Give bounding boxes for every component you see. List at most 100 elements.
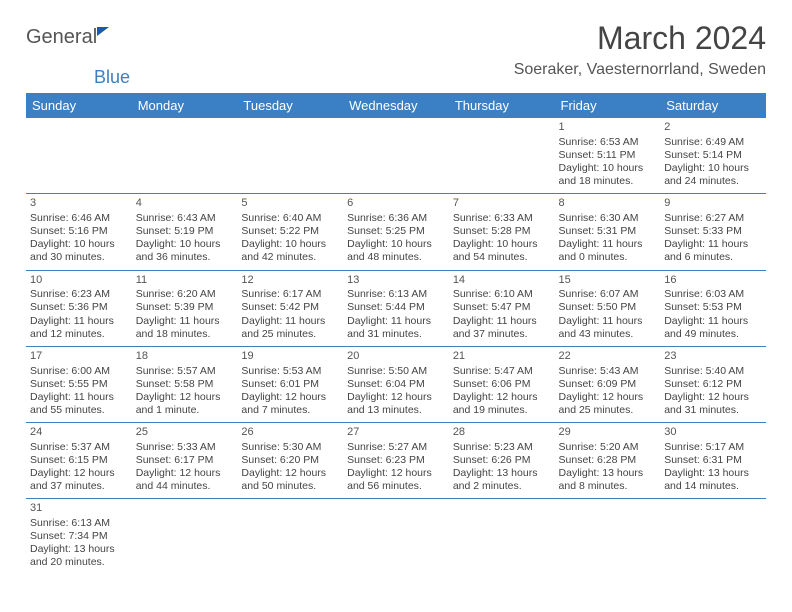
sunrise-line: Sunrise: 6:27 AM bbox=[664, 212, 762, 225]
sunrise-line: Sunrise: 5:17 AM bbox=[664, 441, 762, 454]
calendar-cell bbox=[555, 499, 661, 575]
sunrise-line: Sunrise: 5:43 AM bbox=[559, 365, 657, 378]
sunrise-line: Sunrise: 6:17 AM bbox=[241, 288, 339, 301]
sunset-line: Sunset: 6:15 PM bbox=[30, 454, 128, 467]
day-number: 12 bbox=[241, 274, 339, 288]
sunset-line: Sunset: 5:28 PM bbox=[453, 225, 551, 238]
calendar-cell: 2Sunrise: 6:49 AMSunset: 5:14 PMDaylight… bbox=[660, 118, 766, 194]
calendar-cell: 22Sunrise: 5:43 AMSunset: 6:09 PMDayligh… bbox=[555, 346, 661, 422]
sunrise-line: Sunrise: 5:53 AM bbox=[241, 365, 339, 378]
calendar-cell: 13Sunrise: 6:13 AMSunset: 5:44 PMDayligh… bbox=[343, 270, 449, 346]
sunset-line: Sunset: 6:06 PM bbox=[453, 378, 551, 391]
day-number: 31 bbox=[30, 502, 128, 516]
day-number: 4 bbox=[136, 197, 234, 211]
sunset-line: Sunset: 6:01 PM bbox=[241, 378, 339, 391]
location-label: Soeraker, Vaesternorrland, Sweden bbox=[514, 61, 766, 79]
daylight-line: Daylight: 11 hours and 6 minutes. bbox=[664, 238, 762, 264]
calendar-body: 1Sunrise: 6:53 AMSunset: 5:11 PMDaylight… bbox=[26, 118, 766, 575]
daylight-line: Daylight: 11 hours and 25 minutes. bbox=[241, 315, 339, 341]
sunrise-line: Sunrise: 5:20 AM bbox=[559, 441, 657, 454]
daylight-line: Daylight: 12 hours and 7 minutes. bbox=[241, 391, 339, 417]
sunrise-line: Sunrise: 6:20 AM bbox=[136, 288, 234, 301]
sunrise-line: Sunrise: 6:07 AM bbox=[559, 288, 657, 301]
daylight-line: Daylight: 11 hours and 55 minutes. bbox=[30, 391, 128, 417]
calendar-row: 31Sunrise: 6:13 AMSunset: 7:34 PMDayligh… bbox=[26, 499, 766, 575]
day-header: Thursday bbox=[449, 93, 555, 118]
sunset-line: Sunset: 5:31 PM bbox=[559, 225, 657, 238]
calendar-cell: 4Sunrise: 6:43 AMSunset: 5:19 PMDaylight… bbox=[132, 194, 238, 270]
calendar-cell: 20Sunrise: 5:50 AMSunset: 6:04 PMDayligh… bbox=[343, 346, 449, 422]
day-number: 23 bbox=[664, 350, 762, 364]
sunset-line: Sunset: 7:34 PM bbox=[30, 530, 128, 543]
day-number: 26 bbox=[241, 426, 339, 440]
daylight-line: Daylight: 12 hours and 44 minutes. bbox=[136, 467, 234, 493]
day-header-row: Sunday Monday Tuesday Wednesday Thursday… bbox=[26, 93, 766, 118]
sunrise-line: Sunrise: 6:13 AM bbox=[30, 517, 128, 530]
sunrise-line: Sunrise: 6:23 AM bbox=[30, 288, 128, 301]
daylight-line: Daylight: 12 hours and 1 minute. bbox=[136, 391, 234, 417]
sunset-line: Sunset: 5:22 PM bbox=[241, 225, 339, 238]
calendar-cell: 23Sunrise: 5:40 AMSunset: 6:12 PMDayligh… bbox=[660, 346, 766, 422]
sunrise-line: Sunrise: 6:33 AM bbox=[453, 212, 551, 225]
calendar-cell: 30Sunrise: 5:17 AMSunset: 6:31 PMDayligh… bbox=[660, 423, 766, 499]
day-number: 9 bbox=[664, 197, 762, 211]
day-number: 11 bbox=[136, 274, 234, 288]
calendar-cell: 25Sunrise: 5:33 AMSunset: 6:17 PMDayligh… bbox=[132, 423, 238, 499]
daylight-line: Daylight: 10 hours and 18 minutes. bbox=[559, 162, 657, 188]
calendar-cell: 27Sunrise: 5:27 AMSunset: 6:23 PMDayligh… bbox=[343, 423, 449, 499]
sunrise-line: Sunrise: 5:30 AM bbox=[241, 441, 339, 454]
calendar-cell: 7Sunrise: 6:33 AMSunset: 5:28 PMDaylight… bbox=[449, 194, 555, 270]
calendar-cell: 15Sunrise: 6:07 AMSunset: 5:50 PMDayligh… bbox=[555, 270, 661, 346]
sunrise-line: Sunrise: 6:53 AM bbox=[559, 136, 657, 149]
calendar-cell bbox=[237, 118, 343, 194]
day-number: 30 bbox=[664, 426, 762, 440]
calendar-cell bbox=[343, 118, 449, 194]
calendar-row: 10Sunrise: 6:23 AMSunset: 5:36 PMDayligh… bbox=[26, 270, 766, 346]
day-number: 20 bbox=[347, 350, 445, 364]
daylight-line: Daylight: 11 hours and 0 minutes. bbox=[559, 238, 657, 264]
sunrise-line: Sunrise: 6:46 AM bbox=[30, 212, 128, 225]
daylight-line: Daylight: 10 hours and 48 minutes. bbox=[347, 238, 445, 264]
sunset-line: Sunset: 5:14 PM bbox=[664, 149, 762, 162]
calendar-cell: 10Sunrise: 6:23 AMSunset: 5:36 PMDayligh… bbox=[26, 270, 132, 346]
calendar-cell bbox=[343, 499, 449, 575]
daylight-line: Daylight: 10 hours and 54 minutes. bbox=[453, 238, 551, 264]
day-number: 14 bbox=[453, 274, 551, 288]
calendar-cell bbox=[132, 499, 238, 575]
title-block: March 2024 Soeraker, Vaesternorrland, Sw… bbox=[514, 20, 766, 85]
sunset-line: Sunset: 6:04 PM bbox=[347, 378, 445, 391]
sunrise-line: Sunrise: 6:00 AM bbox=[30, 365, 128, 378]
calendar-cell: 26Sunrise: 5:30 AMSunset: 6:20 PMDayligh… bbox=[237, 423, 343, 499]
day-header: Tuesday bbox=[237, 93, 343, 118]
sunrise-line: Sunrise: 5:27 AM bbox=[347, 441, 445, 454]
day-header: Saturday bbox=[660, 93, 766, 118]
calendar-cell: 9Sunrise: 6:27 AMSunset: 5:33 PMDaylight… bbox=[660, 194, 766, 270]
sunset-line: Sunset: 5:25 PM bbox=[347, 225, 445, 238]
calendar-row: 17Sunrise: 6:00 AMSunset: 5:55 PMDayligh… bbox=[26, 346, 766, 422]
calendar-row: 1Sunrise: 6:53 AMSunset: 5:11 PMDaylight… bbox=[26, 118, 766, 194]
sunrise-line: Sunrise: 6:49 AM bbox=[664, 136, 762, 149]
daylight-line: Daylight: 11 hours and 37 minutes. bbox=[453, 315, 551, 341]
day-number: 25 bbox=[136, 426, 234, 440]
sunset-line: Sunset: 6:17 PM bbox=[136, 454, 234, 467]
day-number: 21 bbox=[453, 350, 551, 364]
day-number: 8 bbox=[559, 197, 657, 211]
day-header: Sunday bbox=[26, 93, 132, 118]
daylight-line: Daylight: 11 hours and 12 minutes. bbox=[30, 315, 128, 341]
sunset-line: Sunset: 5:19 PM bbox=[136, 225, 234, 238]
sunset-line: Sunset: 5:39 PM bbox=[136, 301, 234, 314]
daylight-line: Daylight: 12 hours and 19 minutes. bbox=[453, 391, 551, 417]
day-number: 17 bbox=[30, 350, 128, 364]
calendar-cell bbox=[449, 499, 555, 575]
flag-icon bbox=[97, 27, 109, 36]
calendar-cell: 1Sunrise: 6:53 AMSunset: 5:11 PMDaylight… bbox=[555, 118, 661, 194]
calendar-cell bbox=[132, 118, 238, 194]
sunrise-line: Sunrise: 5:33 AM bbox=[136, 441, 234, 454]
calendar-table: Sunday Monday Tuesday Wednesday Thursday… bbox=[26, 93, 766, 575]
day-number: 29 bbox=[559, 426, 657, 440]
calendar-row: 24Sunrise: 5:37 AMSunset: 6:15 PMDayligh… bbox=[26, 423, 766, 499]
day-number: 1 bbox=[559, 121, 657, 135]
daylight-line: Daylight: 13 hours and 20 minutes. bbox=[30, 543, 128, 569]
day-number: 5 bbox=[241, 197, 339, 211]
day-header: Monday bbox=[132, 93, 238, 118]
